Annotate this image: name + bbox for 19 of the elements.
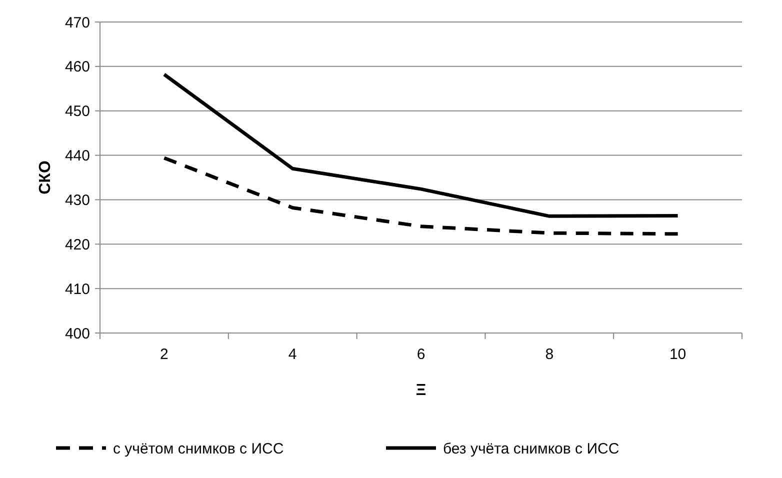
x-axis-title: Ξ [416,382,426,399]
legend-label: с учётом снимков с ИСС [113,440,284,458]
y-tick-label: 410 [64,280,90,298]
line-series [162,156,680,236]
line-series [162,72,680,218]
x-tick-label: 8 [545,346,554,363]
x-tick-label: 4 [288,346,297,363]
y-axis-title: СКО [37,160,54,194]
y-tick-label: 430 [64,192,90,209]
y-tick-label: 460 [64,58,90,76]
x-tick-label: 6 [416,346,426,363]
y-tick-label: 450 [64,103,90,120]
x-tick-label: 2 [160,346,168,363]
x-tick-label: 10 [669,346,686,363]
legend-label: без учёта снимков с ИСС [443,440,620,458]
y-tick-label: 420 [64,236,90,254]
y-tick-label: 400 [64,325,90,342]
y-tick-label: 440 [64,148,90,165]
y-tick-label: 470 [64,14,90,32]
